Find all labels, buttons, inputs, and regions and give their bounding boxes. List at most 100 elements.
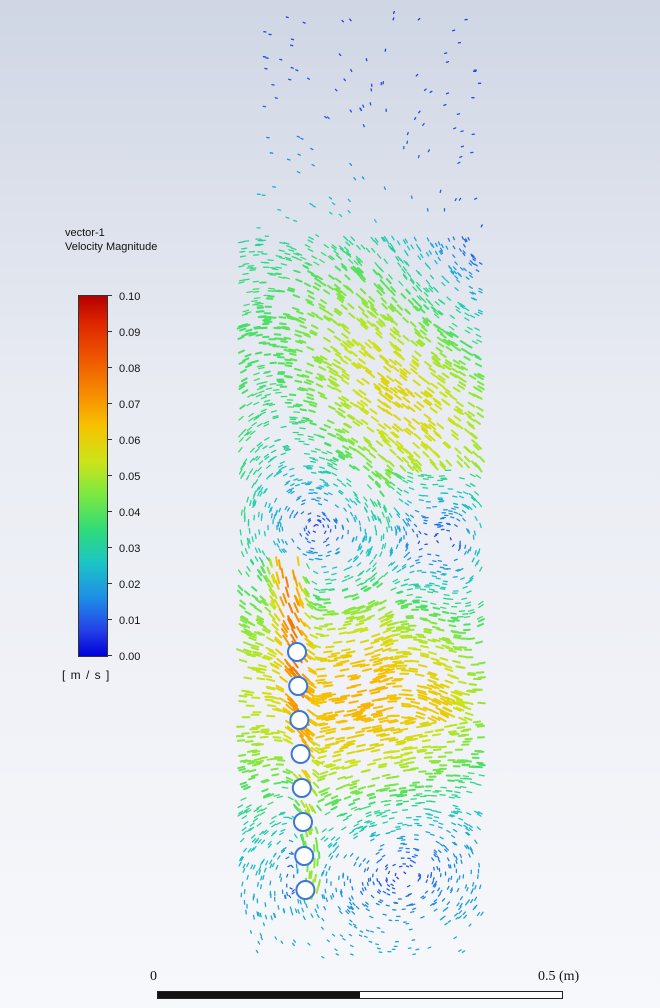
velocity-vector: [382, 628, 392, 634]
velocity-vector: [399, 258, 404, 264]
velocity-vector: [328, 370, 337, 376]
velocity-vector: [366, 603, 374, 609]
velocity-vector: [312, 356, 320, 361]
velocity-vector: [333, 656, 344, 660]
velocity-vector: [260, 408, 267, 413]
velocity-vector: [447, 619, 455, 623]
velocity-vector: [391, 425, 400, 433]
velocity-vector: [418, 339, 426, 346]
velocity-vector: [317, 657, 327, 661]
velocity-vector: [399, 599, 408, 603]
velocity-vector: [256, 631, 265, 636]
velocity-vector: [453, 634, 462, 638]
velocity-vector: [474, 549, 477, 556]
velocity-vector: [238, 265, 245, 268]
velocity-vector: [387, 244, 392, 250]
velocity-vector: [365, 746, 375, 751]
velocity-vector: [305, 732, 314, 741]
tube-obstacle: [295, 880, 316, 900]
velocity-vector: [370, 415, 379, 423]
velocity-vector: [424, 890, 429, 894]
velocity-vector: [430, 602, 437, 606]
velocity-vector: [294, 908, 298, 914]
colorbar-tick-mark: [108, 547, 112, 548]
velocity-vector: [389, 551, 394, 557]
velocity-vector: [410, 910, 415, 914]
velocity-vector: [264, 437, 270, 441]
velocity-vector: [354, 494, 359, 499]
velocity-vector: [252, 469, 258, 475]
velocity-vector: [460, 130, 464, 133]
velocity-vector: [278, 507, 282, 513]
velocity-vector: [452, 853, 456, 858]
velocity-vector: [281, 849, 286, 854]
velocity-vector: [257, 443, 264, 449]
velocity-vector: [420, 428, 429, 435]
velocity-vector: [338, 491, 343, 495]
velocity-vector: [299, 617, 306, 627]
velocity-vector: [477, 385, 485, 391]
velocity-vector: [439, 606, 447, 610]
velocity-vector: [314, 826, 319, 835]
velocity-vector: [370, 930, 374, 933]
velocity-vector: [414, 462, 422, 470]
velocity-vector: [441, 572, 447, 575]
velocity-vector: [447, 920, 452, 923]
velocity-vector: [371, 653, 381, 658]
velocity-vector: [257, 911, 260, 917]
velocity-vector: [332, 457, 339, 462]
velocity-vector: [308, 803, 314, 812]
velocity-vector: [353, 925, 358, 929]
velocity-vector: [315, 383, 324, 388]
velocity-vector: [428, 287, 434, 293]
velocity-vector: [238, 767, 246, 772]
velocity-vector: [296, 252, 303, 256]
velocity-vector: [423, 413, 432, 421]
velocity-vector: [404, 718, 415, 722]
velocity-vector: [450, 269, 455, 274]
velocity-vector: [459, 902, 463, 907]
velocity-vector: [412, 583, 419, 586]
velocity-vector: [271, 623, 279, 631]
velocity-vector: [310, 746, 319, 754]
velocity-vector: [474, 263, 478, 267]
velocity-vector: [356, 825, 362, 830]
velocity-vector: [291, 510, 294, 515]
velocity-vector: [424, 434, 432, 442]
velocity-vector: [432, 306, 438, 312]
velocity-vector: [465, 276, 470, 280]
velocity-vector: [391, 633, 401, 637]
velocity-vector: [398, 538, 401, 544]
velocity-vector: [391, 235, 395, 241]
velocity-vector: [305, 903, 308, 909]
velocity-vector: [329, 375, 338, 381]
velocity-vector: [417, 540, 421, 545]
velocity-vector: [445, 61, 450, 63]
velocity-vector: [436, 310, 443, 316]
velocity-vector: [478, 287, 483, 291]
velocity-vector: [384, 481, 391, 488]
velocity-vector: [429, 621, 438, 625]
velocity-vector: [349, 852, 354, 857]
velocity-vector: [356, 379, 365, 386]
velocity-vector: [286, 158, 291, 161]
velocity-vector: [380, 297, 387, 304]
velocity-vector: [428, 588, 435, 591]
velocity-vector: [285, 703, 294, 712]
velocity-vector: [406, 272, 412, 278]
velocity-vector: [302, 331, 310, 337]
velocity-vector: [376, 499, 381, 505]
velocity-vector: [393, 755, 403, 760]
velocity-vector: [257, 940, 261, 945]
velocity-vector: [327, 255, 334, 261]
velocity-vector: [385, 392, 394, 399]
velocity-vector: [239, 604, 246, 610]
velocity-vector: [366, 867, 370, 871]
velocity-vector: [286, 245, 293, 248]
velocity-vector: [384, 864, 389, 868]
velocity-vector: [306, 379, 314, 384]
velocity-vector: [425, 443, 433, 451]
velocity-vector: [341, 323, 350, 330]
velocity-vector: [478, 290, 483, 294]
